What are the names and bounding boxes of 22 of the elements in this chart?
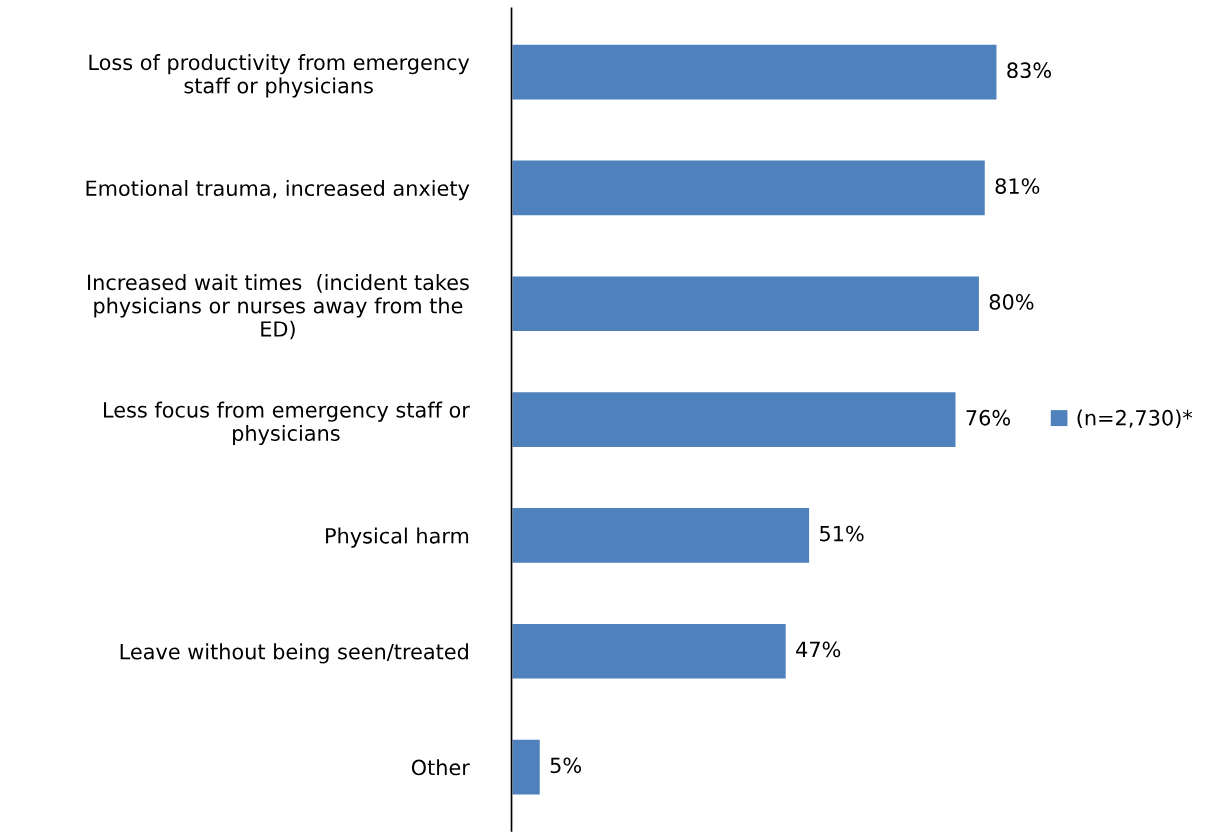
data-label: 51% <box>820 525 864 542</box>
bar <box>511 506 812 565</box>
bar <box>511 390 958 450</box>
legend-label: (n=2,730)* <box>1077 409 1193 429</box>
data-label: 80% <box>989 294 1034 310</box>
data-label: 81% <box>995 178 1040 194</box>
data-label: 47% <box>796 641 841 658</box>
bar <box>511 158 987 218</box>
bar <box>511 621 788 681</box>
y-tick-label: Less focus from emergency staff or physicians <box>104 401 470 446</box>
y-tick-label: Increased wait times (incident takes physicians or nurses away from the ED) <box>88 274 469 340</box>
data-label: 76% <box>966 409 1011 426</box>
bar <box>511 42 999 102</box>
data-label: 5% <box>550 757 582 774</box>
y-tick-label: Other <box>411 759 470 776</box>
bar <box>511 274 981 334</box>
bar <box>511 737 542 797</box>
y-tick-label: Loss of productivity from emergency staff or physicians <box>89 54 470 98</box>
y-tick-label: Leave without being seen/treated <box>120 643 468 664</box>
y-tick-label: Physical harm <box>326 527 469 548</box>
y-tick-label: Emotional trauma, increased anxiety <box>86 179 470 201</box>
data-label: 83% <box>1007 62 1051 79</box>
